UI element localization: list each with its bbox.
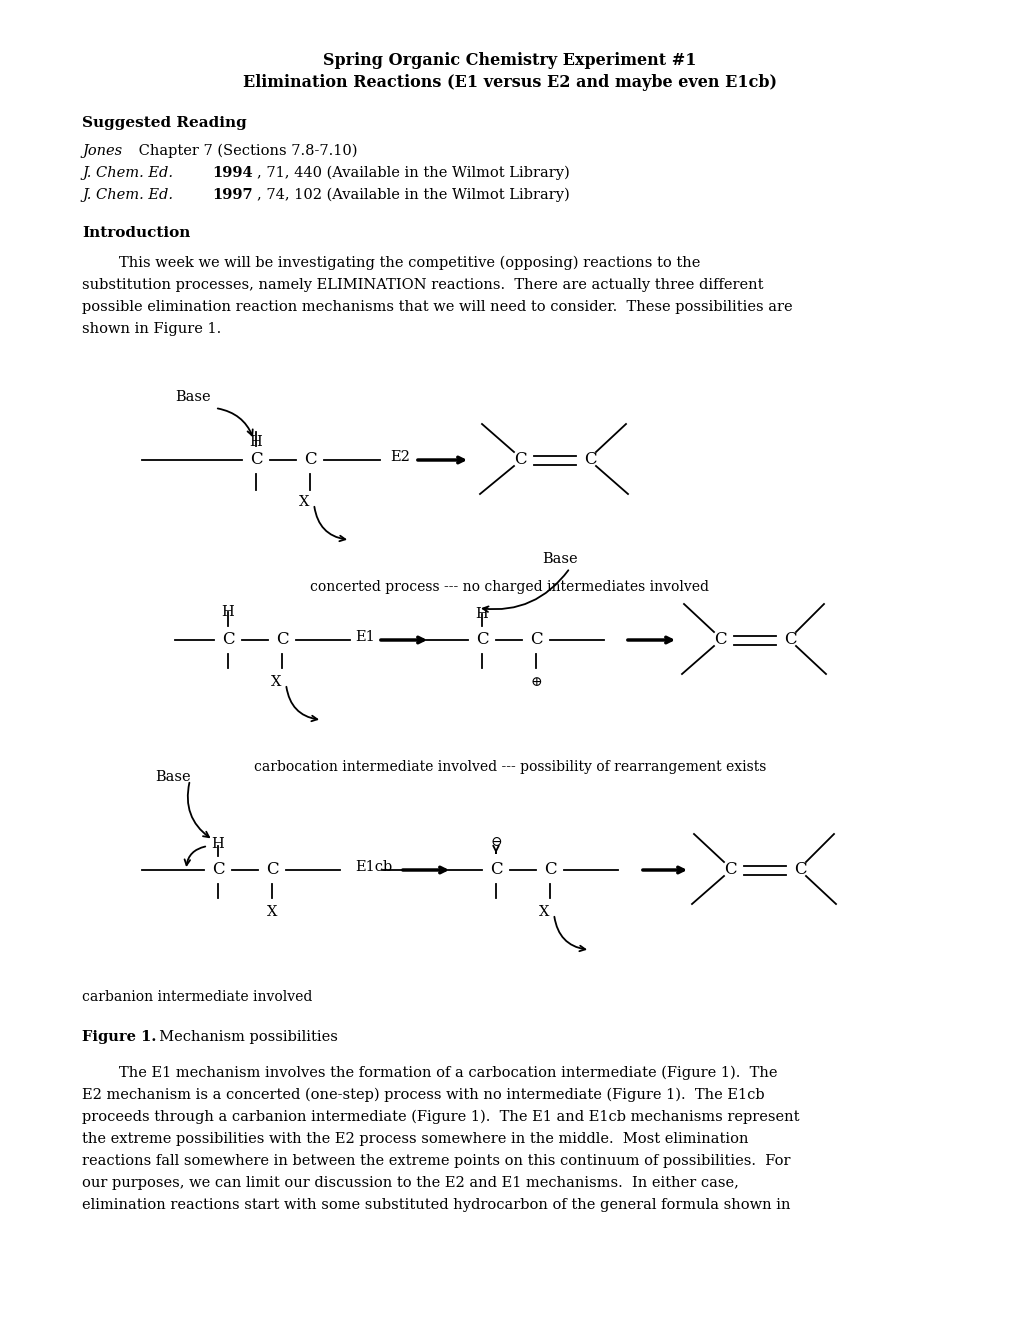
- Text: E1cb: E1cb: [355, 861, 392, 874]
- Text: carbanion intermediate involved: carbanion intermediate involved: [82, 990, 312, 1005]
- Text: E2: E2: [389, 450, 410, 465]
- Text: X: X: [299, 495, 309, 510]
- Text: C: C: [783, 631, 796, 648]
- Text: C: C: [514, 451, 526, 469]
- Text: C: C: [583, 451, 596, 469]
- Text: Introduction: Introduction: [82, 226, 191, 240]
- Text: E2 mechanism is a concerted (one-step) process with no intermediate (Figure 1). : E2 mechanism is a concerted (one-step) p…: [82, 1088, 764, 1102]
- Text: carbocation intermediate involved --- possibility of rearrangement exists: carbocation intermediate involved --- po…: [254, 760, 765, 774]
- Text: possible elimination reaction mechanisms that we will need to consider.  These p: possible elimination reaction mechanisms…: [82, 300, 792, 314]
- Text: , 74, 102 (Available in the Wilmot Library): , 74, 102 (Available in the Wilmot Libra…: [257, 187, 570, 202]
- Text: ⊕: ⊕: [530, 675, 541, 689]
- Text: 1994: 1994: [212, 166, 253, 180]
- Text: C: C: [543, 862, 555, 879]
- Text: Mechanism possibilities: Mechanism possibilities: [150, 1030, 337, 1044]
- Text: Base: Base: [175, 389, 210, 404]
- Text: This week we will be investigating the competitive (opposing) reactions to the: This week we will be investigating the c…: [82, 256, 700, 271]
- Text: 1997: 1997: [212, 187, 253, 202]
- Text: C: C: [250, 451, 262, 469]
- Text: C: C: [221, 631, 234, 648]
- Text: substitution processes, namely ELIMINATION reactions.  There are actually three : substitution processes, namely ELIMINATI…: [82, 279, 763, 292]
- Text: Jones: Jones: [82, 144, 122, 158]
- Text: C: C: [304, 451, 316, 469]
- Text: E1: E1: [355, 630, 374, 644]
- Text: H: H: [475, 607, 488, 620]
- Text: our purposes, we can limit our discussion to the E2 and E1 mechanisms.  In eithe: our purposes, we can limit our discussio…: [82, 1176, 738, 1191]
- Text: Spring Organic Chemistry Experiment #1: Spring Organic Chemistry Experiment #1: [323, 51, 696, 69]
- Text: C: C: [713, 631, 726, 648]
- Text: X: X: [271, 675, 281, 689]
- Text: C: C: [475, 631, 488, 648]
- Text: shown in Figure 1.: shown in Figure 1.: [82, 322, 221, 337]
- Text: J. Chem. Ed.: J. Chem. Ed.: [82, 187, 173, 202]
- Text: proceeds through a carbanion intermediate (Figure 1).  The E1 and E1cb mechanism: proceeds through a carbanion intermediat…: [82, 1110, 799, 1125]
- Text: H: H: [211, 837, 224, 851]
- Text: Chapter 7 (Sections 7.8-7.10): Chapter 7 (Sections 7.8-7.10): [133, 144, 357, 158]
- Text: elimination reactions start with some substituted hydrocarbon of the general for: elimination reactions start with some su…: [82, 1199, 790, 1212]
- Text: H: H: [250, 436, 262, 449]
- Text: ⊖: ⊖: [490, 836, 501, 849]
- Text: C: C: [265, 862, 278, 879]
- Text: Suggested Reading: Suggested Reading: [82, 116, 247, 129]
- Text: the extreme possibilities with the E2 process somewhere in the middle.  Most eli: the extreme possibilities with the E2 pr…: [82, 1133, 748, 1146]
- Text: reactions fall somewhere in between the extreme points on this continuum of poss: reactions fall somewhere in between the …: [82, 1154, 790, 1168]
- Text: C: C: [793, 862, 806, 879]
- Text: J. Chem. Ed.: J. Chem. Ed.: [82, 166, 173, 180]
- Text: Elimination Reactions (E1 versus E2 and maybe even E1cb): Elimination Reactions (E1 versus E2 and …: [243, 74, 776, 91]
- Text: C: C: [275, 631, 288, 648]
- Text: Figure 1.: Figure 1.: [82, 1030, 156, 1044]
- Text: , 71, 440 (Available in the Wilmot Library): , 71, 440 (Available in the Wilmot Libra…: [257, 166, 570, 181]
- Text: X: X: [538, 906, 548, 919]
- Text: concerted process --- no charged intermediates involved: concerted process --- no charged interme…: [310, 579, 709, 594]
- Text: C: C: [212, 862, 224, 879]
- Text: The E1 mechanism involves the formation of a carbocation intermediate (Figure 1): The E1 mechanism involves the formation …: [82, 1067, 776, 1080]
- Text: C: C: [722, 862, 736, 879]
- Text: H: H: [221, 605, 234, 619]
- Text: X: X: [267, 906, 277, 919]
- Text: C: C: [489, 862, 501, 879]
- Text: Base: Base: [155, 770, 191, 784]
- Text: C: C: [529, 631, 542, 648]
- Text: Base: Base: [541, 552, 577, 566]
